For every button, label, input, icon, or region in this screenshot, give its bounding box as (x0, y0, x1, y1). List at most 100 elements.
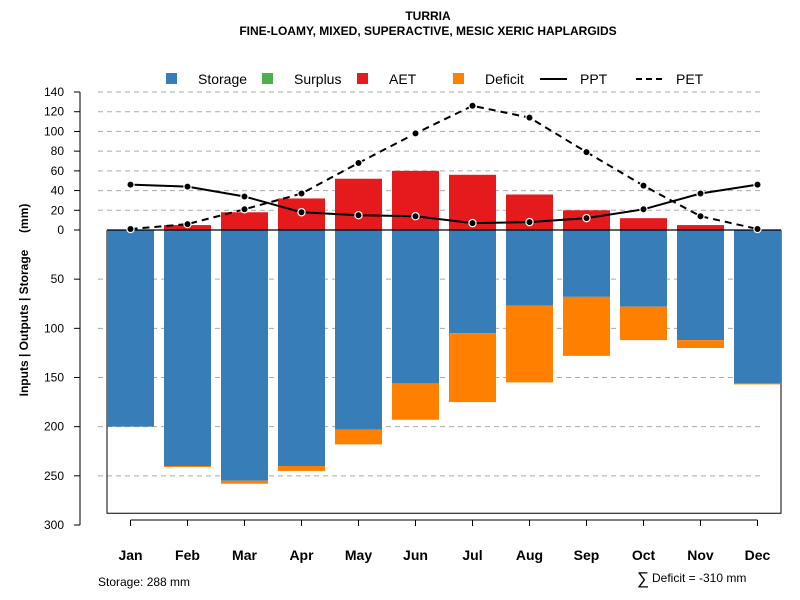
ppt-point (582, 213, 591, 223)
y-tick-label: 250 (44, 469, 64, 483)
deficit-bar (677, 340, 724, 348)
y-tick-label: 20 (51, 203, 65, 217)
legend-surplus-swatch (262, 73, 273, 84)
y-tick-label: 300 (44, 518, 64, 532)
x-tick-label-jul: Jul (462, 547, 482, 563)
x-tick-label-apr: Apr (289, 547, 314, 563)
ppt-point (354, 211, 363, 220)
x-tick-label-mar: Mar (232, 547, 257, 563)
deficit-bar (335, 429, 382, 445)
legend-deficit-swatch (453, 73, 464, 84)
storage-bar (392, 230, 439, 384)
ppt-point (753, 180, 762, 189)
pet-point (582, 147, 591, 157)
deficit-bar (392, 383, 439, 420)
y-tick-label: 40 (51, 184, 65, 198)
storage-total-text: Storage: 288 mm (98, 575, 190, 589)
pet-point (183, 219, 192, 229)
pet-point (639, 181, 648, 190)
ppt-line (130, 183, 758, 225)
storage-bar (734, 230, 781, 384)
pet-point (354, 158, 363, 168)
gridlines (98, 91, 760, 477)
series-lines (126, 101, 762, 234)
deficit-bar (164, 466, 211, 467)
legend-pet-label: PET (676, 71, 704, 87)
storage-bar (335, 230, 382, 430)
y-tick-label: 60 (51, 164, 65, 178)
pet-point (468, 101, 477, 111)
deficit-bar (563, 296, 610, 356)
deficit-bar (506, 305, 553, 383)
legend-aet-label: AET (389, 71, 417, 87)
ppt-point (468, 218, 477, 228)
pet-point (411, 129, 420, 138)
ppt-point (411, 211, 420, 221)
deficit-bar (620, 306, 667, 341)
y-tick-label: 200 (44, 420, 64, 434)
storage-bar (506, 230, 553, 306)
deficit-bar (734, 383, 781, 385)
pet-point (753, 224, 762, 234)
ppt-point (696, 189, 705, 198)
y-tick-label: 80 (51, 144, 65, 158)
x-tick-label-sep: Sep (574, 547, 600, 563)
legend-surplus-label: Surplus (294, 71, 341, 87)
legend-ppt-label: PPT (580, 71, 608, 87)
aet-bar (392, 170, 439, 230)
storage-bar (563, 230, 610, 297)
x-tick-label-oct: Oct (632, 547, 656, 563)
x-tick-label-jun: Jun (403, 547, 428, 563)
x-tick-label-dec: Dec (745, 547, 771, 563)
pet-point (696, 211, 705, 221)
x-tick-label-jan: Jan (118, 547, 142, 563)
aet-bar (335, 178, 382, 230)
axes: 0 20 40 60 80 100 120 140 50 100 150 200 250 300 Jan Fe… (44, 85, 771, 563)
y-tick-label: 150 (44, 371, 64, 385)
ppt-point (297, 208, 306, 217)
ppt-point (126, 180, 135, 189)
pet-point (126, 224, 135, 234)
y-tick-label: 140 (44, 85, 64, 99)
legend-storage-swatch (166, 73, 177, 84)
pet-point (297, 189, 306, 198)
storage-bar (221, 230, 268, 481)
sum-symbol: ∑ (637, 569, 649, 588)
ppt-point (639, 205, 648, 214)
x-tick-label-may: May (345, 547, 372, 563)
pet-point (240, 205, 249, 214)
storage-bar (278, 230, 325, 466)
storage-bar (449, 230, 496, 334)
deficit-total-text: Deficit = -310 mm (652, 571, 746, 585)
legend-deficit-label: Deficit (485, 71, 524, 87)
storage-bar (107, 230, 154, 427)
legend-storage-label: Storage (198, 71, 247, 87)
x-tick-label-nov: Nov (687, 547, 714, 563)
y-tick-label: 100 (44, 321, 64, 335)
pet-line (130, 104, 758, 231)
ppt-point (240, 192, 249, 201)
chart-title: TURRIA (405, 9, 451, 23)
legend-aet-swatch (357, 73, 368, 84)
legend: Storage Surplus AET Deficit PPT PET (166, 71, 704, 87)
aet-bar (620, 218, 667, 230)
deficit-bar (278, 466, 325, 471)
storage-bar (620, 230, 667, 307)
y-tick-label: 100 (44, 124, 64, 138)
x-tick-label-aug: Aug (516, 547, 543, 563)
bars (107, 170, 781, 484)
y-axis-title: Inputs | Outputs | Storage (mm) (17, 204, 31, 397)
y-tick-label: 50 (51, 272, 65, 286)
aet-bar (677, 225, 724, 230)
chart-subtitle: FINE-LOAMY, MIXED, SUPERACTIVE, MESIC XE… (239, 24, 616, 38)
pet-point (525, 113, 534, 122)
x-tick-label-feb: Feb (175, 547, 200, 563)
y-tick-label: 0 (57, 223, 64, 237)
storage-bar (164, 230, 211, 466)
aet-bar (221, 212, 268, 230)
deficit-bar (449, 333, 496, 403)
storage-bar (677, 230, 724, 341)
y-tick-label: 120 (44, 105, 64, 119)
ppt-point (183, 182, 192, 191)
